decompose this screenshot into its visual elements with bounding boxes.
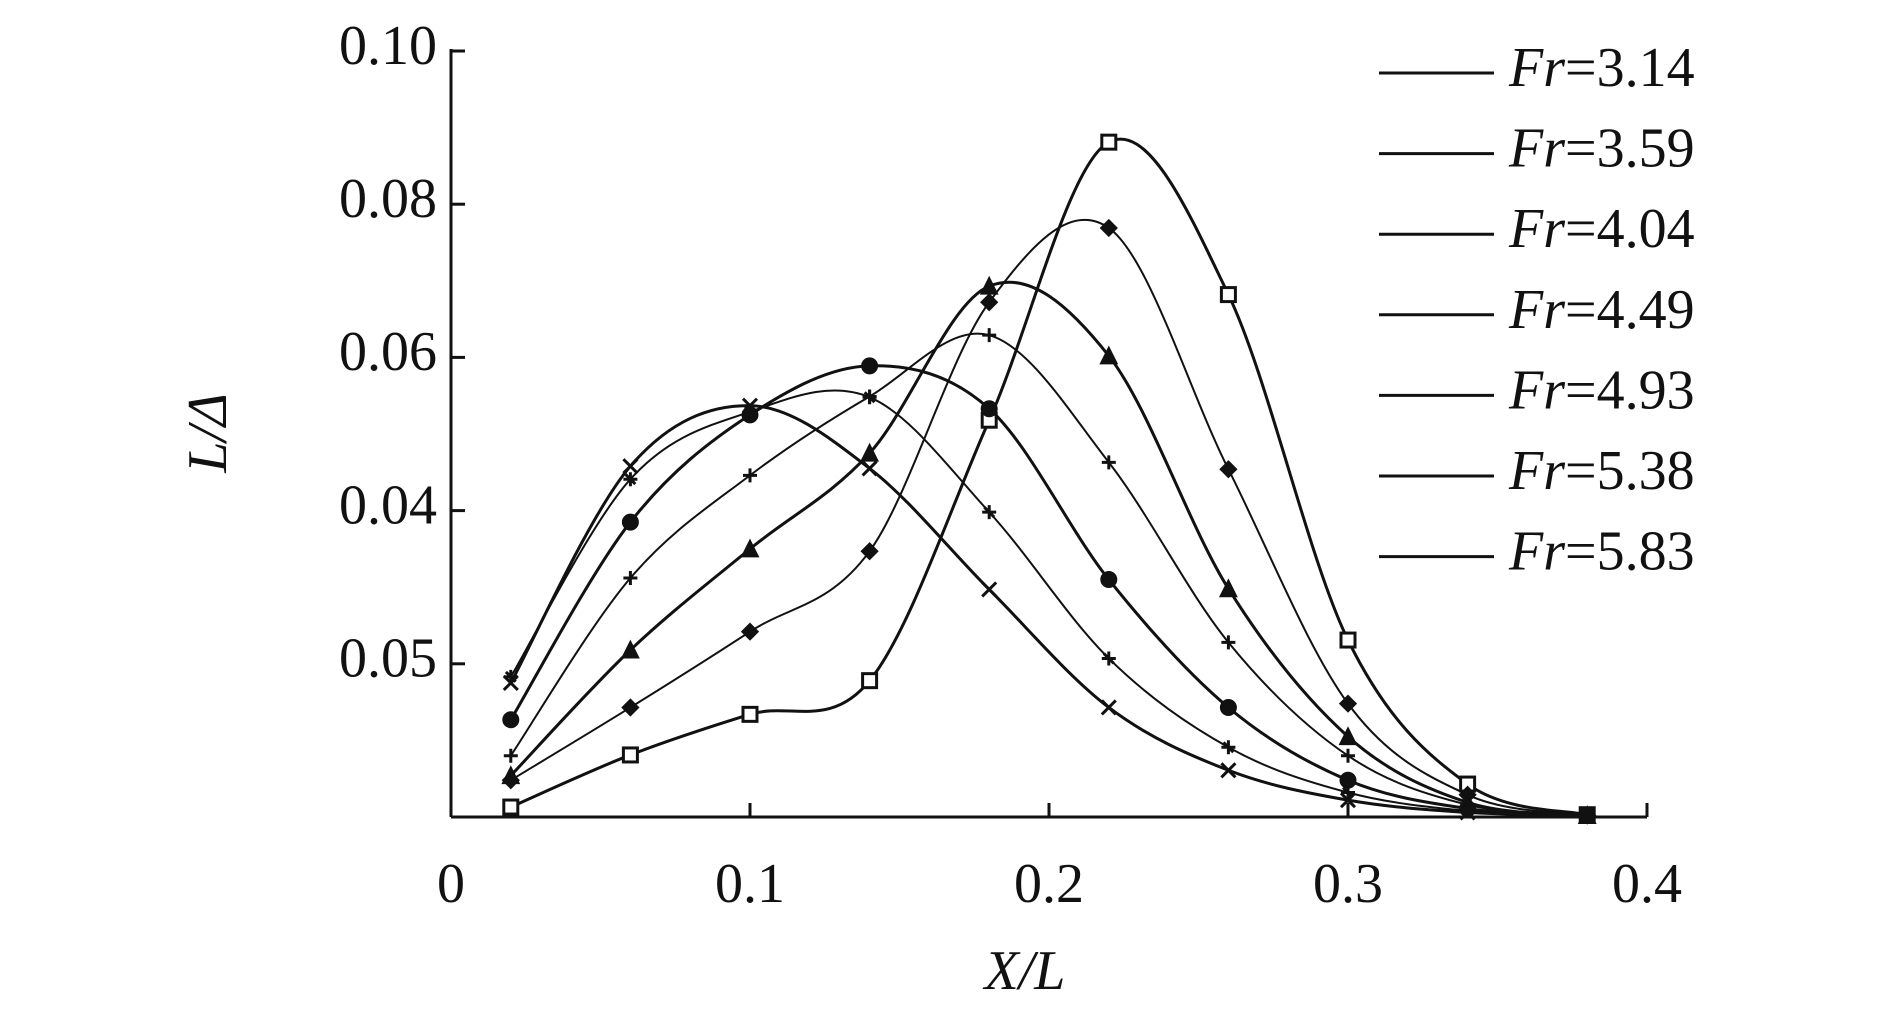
legend-label: Fr=5.38 — [1508, 440, 1695, 502]
marker — [1099, 218, 1118, 238]
x-tick-label: 0 — [437, 853, 465, 915]
legend-label: Fr=5.83 — [1508, 520, 1695, 582]
marker — [1341, 785, 1355, 800]
marker — [502, 798, 520, 816]
marker — [1220, 762, 1237, 779]
y-axis-label: L/Δ — [177, 393, 239, 474]
series-line — [509, 332, 1588, 817]
series-line — [509, 404, 1588, 817]
legend-label: Fr=4.04 — [1508, 198, 1695, 260]
marker — [860, 442, 880, 462]
marker — [1579, 807, 1596, 824]
marker — [1221, 740, 1236, 755]
marker — [740, 538, 760, 558]
marker — [622, 458, 639, 475]
marker — [623, 571, 638, 586]
series-line — [509, 364, 1588, 817]
x-axis-label: X/L — [983, 940, 1066, 1002]
marker — [1219, 698, 1237, 716]
marker — [862, 390, 877, 405]
y-tick-label: 0.10 — [339, 15, 437, 77]
marker — [501, 765, 521, 785]
marker — [1341, 748, 1355, 763]
marker — [620, 639, 640, 659]
marker — [979, 275, 999, 295]
marker — [741, 705, 759, 723]
marker — [741, 397, 759, 414]
marker — [1459, 804, 1476, 821]
marker — [503, 748, 518, 763]
series-line — [510, 137, 1588, 817]
y-tick-label: 0.05 — [339, 628, 437, 690]
x-tick-label: 0.4 — [1612, 853, 1682, 915]
marker — [1219, 286, 1237, 304]
marker — [980, 293, 999, 312]
legend-label: Fr=4.49 — [1508, 279, 1695, 341]
marker — [1100, 133, 1118, 151]
marker — [621, 746, 639, 764]
marker — [740, 622, 760, 641]
marker — [861, 460, 878, 477]
marker — [861, 357, 879, 375]
marker — [743, 468, 757, 483]
legend-label: Fr=3.59 — [1508, 117, 1695, 179]
marker — [623, 472, 638, 487]
marker — [1339, 631, 1357, 649]
marker — [1338, 694, 1358, 713]
series-line — [510, 218, 1588, 817]
marker — [860, 542, 879, 561]
y-tick-label: 0.08 — [339, 168, 437, 230]
marker — [1101, 651, 1116, 666]
marker — [980, 400, 998, 418]
marker — [1099, 345, 1119, 365]
x-tick-label: 0.1 — [715, 853, 785, 915]
legend-label: Fr=4.93 — [1508, 359, 1695, 421]
y-tick-label: 0.04 — [339, 474, 437, 536]
marker — [981, 581, 998, 598]
marker — [1339, 771, 1357, 789]
marker — [1221, 635, 1236, 650]
marker — [1100, 699, 1117, 716]
x-tick-label: 0.3 — [1313, 853, 1383, 915]
marker — [1101, 455, 1116, 470]
marker — [1218, 578, 1238, 598]
marker — [1338, 726, 1358, 746]
marker — [502, 711, 520, 729]
series-line — [509, 280, 1588, 817]
series-line — [509, 389, 1588, 817]
marker — [621, 513, 639, 531]
marker — [982, 328, 997, 343]
y-tick-label: 0.06 — [339, 321, 437, 383]
marker — [1339, 792, 1357, 809]
x-tick-label: 0.2 — [1014, 853, 1084, 915]
marker — [1219, 460, 1238, 479]
legend-label: Fr=3.14 — [1508, 37, 1695, 99]
marker — [1100, 571, 1118, 589]
marker — [982, 505, 997, 520]
marker — [861, 672, 879, 690]
marker — [502, 674, 519, 692]
marker — [621, 698, 640, 717]
